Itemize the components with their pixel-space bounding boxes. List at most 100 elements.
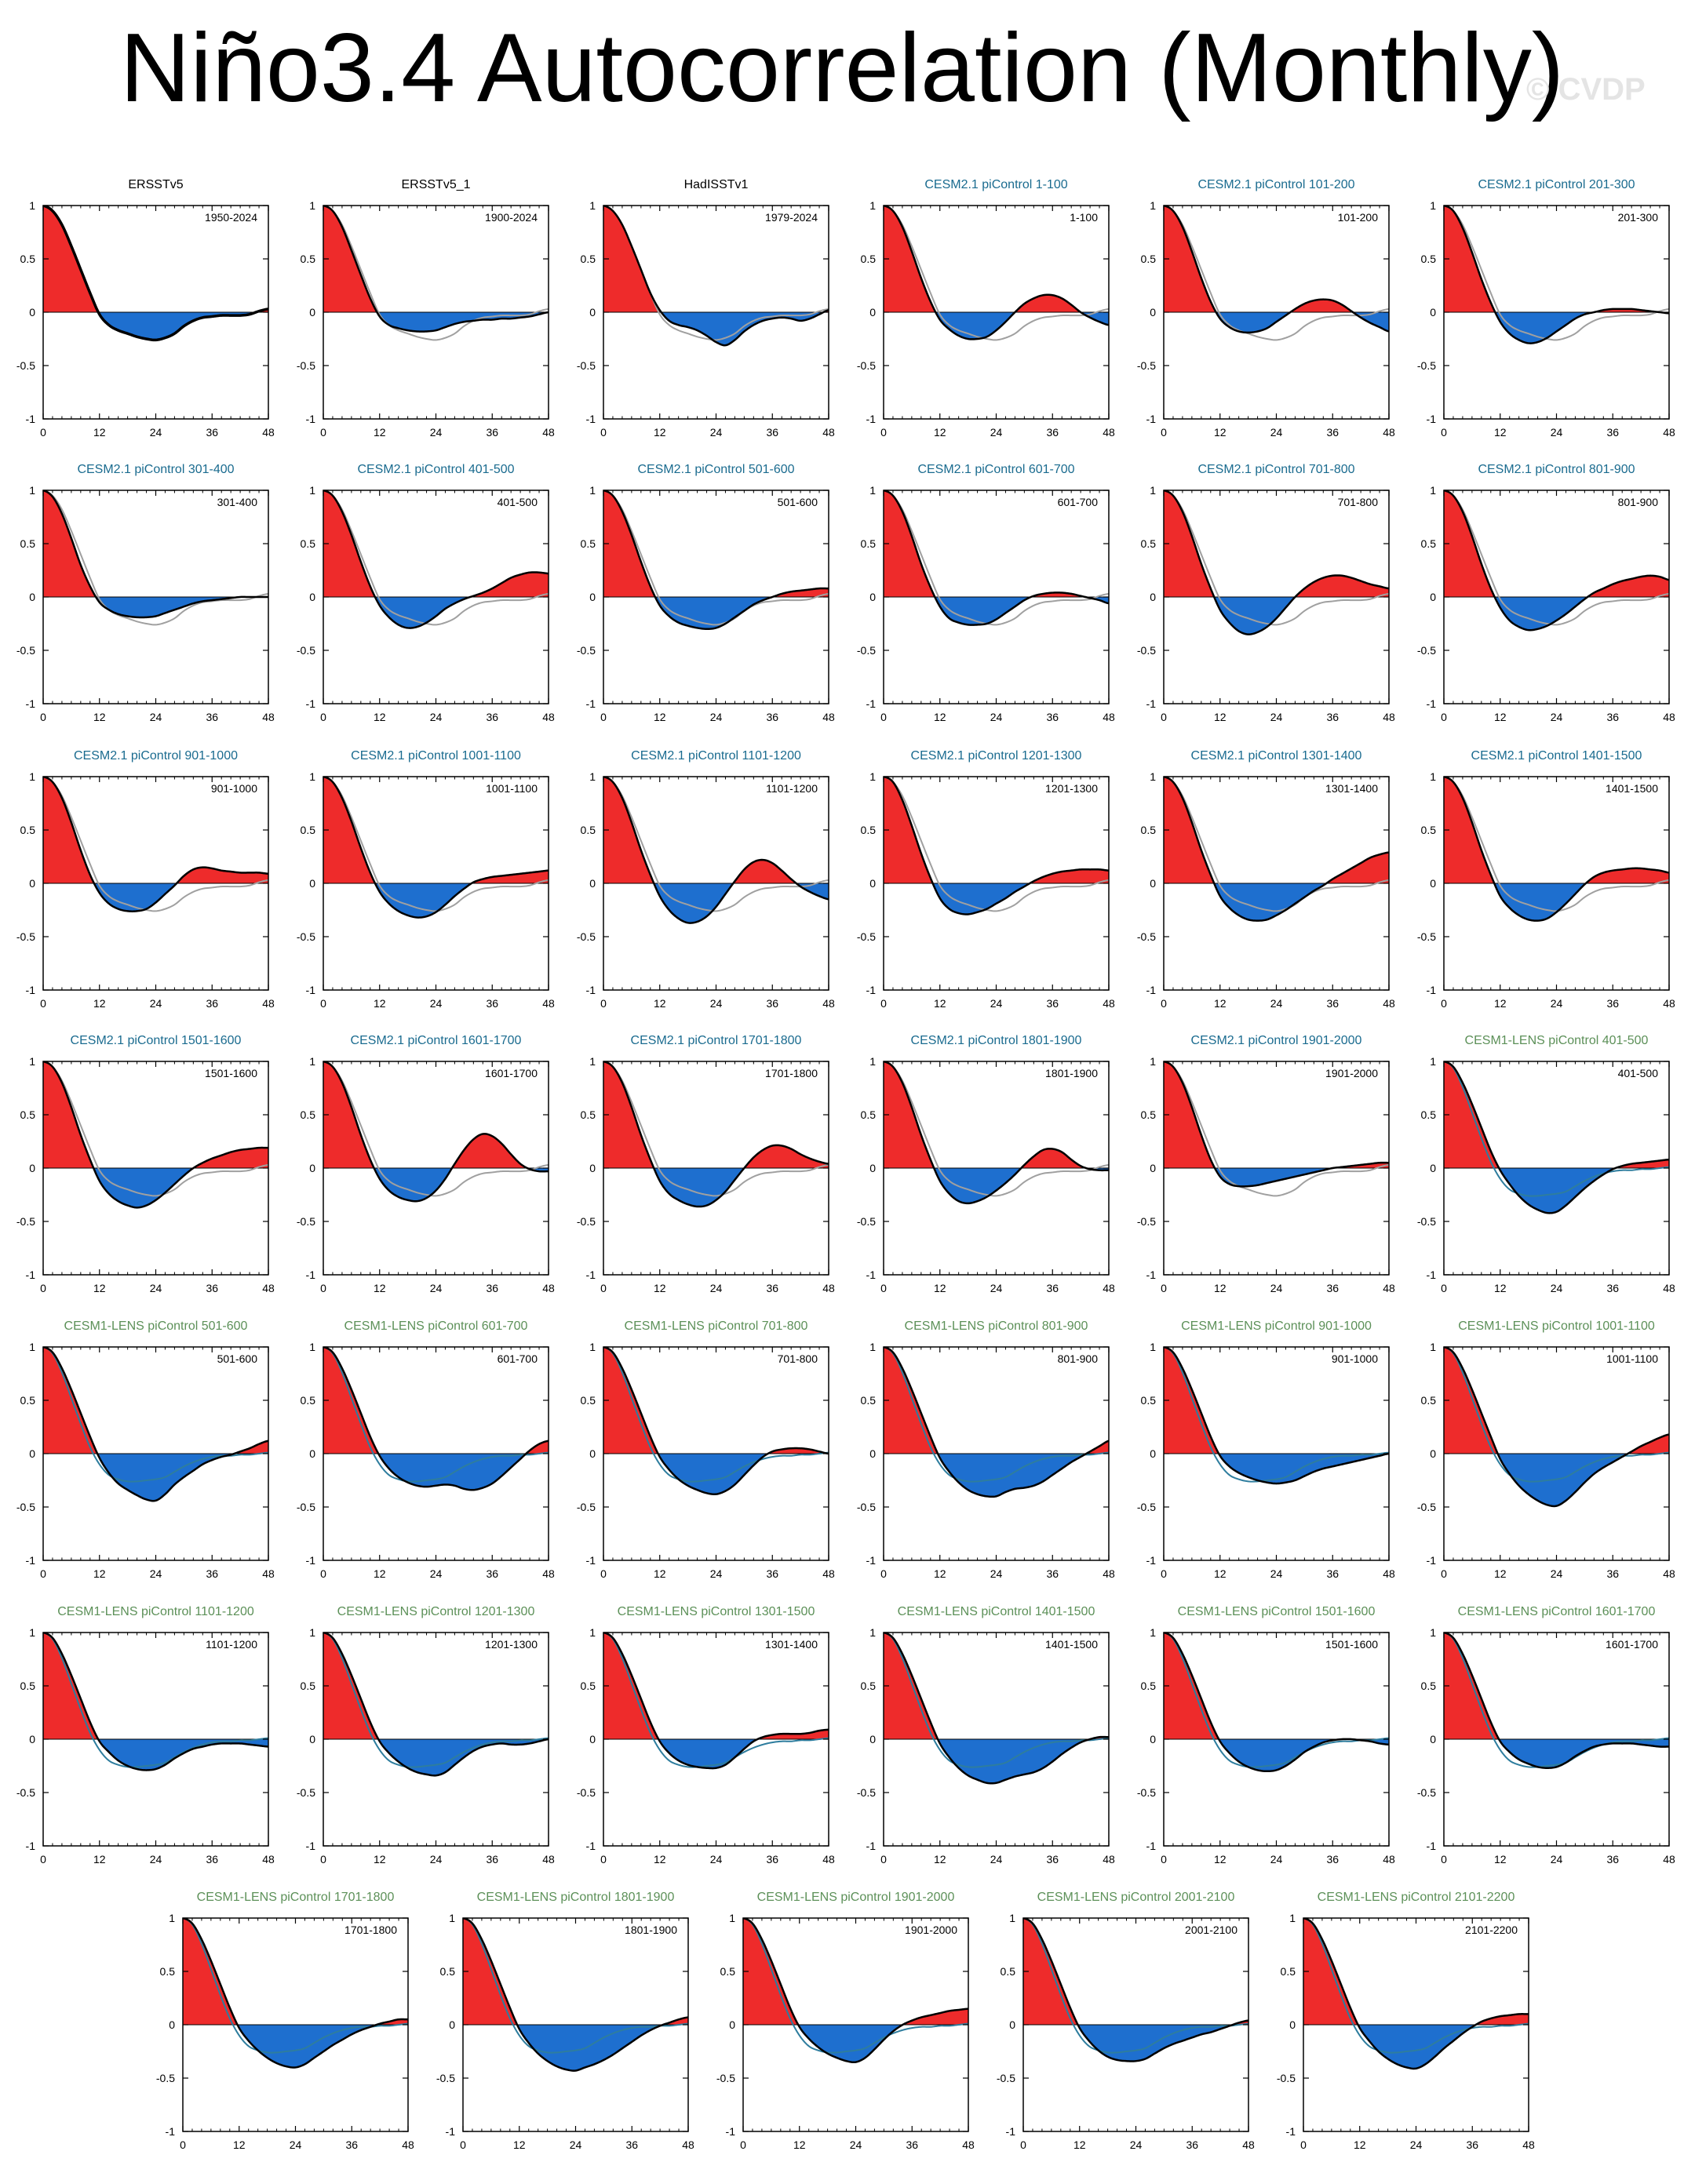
negative-fill — [43, 312, 268, 340]
x-tick-label: 36 — [345, 2138, 358, 2151]
y-tick-label: 0 — [589, 1447, 596, 1460]
reference-line — [884, 206, 1109, 341]
watermark: © CVDP — [1526, 72, 1646, 107]
x-tick-label: 12 — [1494, 1282, 1507, 1294]
x-tick-label: 12 — [934, 711, 946, 723]
reference-line — [323, 490, 549, 626]
x-tick-label: 24 — [150, 997, 162, 1010]
x-tick-label: 0 — [1441, 997, 1447, 1010]
period-label: 1900-2024 — [485, 211, 538, 224]
x-tick-label: 24 — [1130, 2138, 1143, 2151]
x-tick-label: 12 — [1214, 1282, 1227, 1294]
x-tick-label: 24 — [990, 1567, 1003, 1580]
y-tick-label: -0.5 — [436, 2072, 455, 2084]
x-tick-label: 48 — [1103, 426, 1115, 439]
y-tick-label: 1 — [1150, 770, 1156, 783]
autocorrelation-line — [43, 1061, 268, 1209]
y-tick-label: -1 — [866, 984, 877, 996]
y-tick-label: -0.5 — [1417, 930, 1436, 943]
x-tick-label: 24 — [150, 1282, 162, 1294]
x-tick-label: 48 — [542, 1282, 555, 1294]
y-tick-label: 1 — [869, 484, 876, 497]
x-tick-label: 12 — [654, 711, 666, 723]
autocorrelation-line — [323, 490, 549, 629]
x-tick-label: 0 — [1161, 997, 1167, 1010]
x-tick-label: 12 — [934, 997, 946, 1010]
y-tick-label: -0.5 — [577, 359, 596, 372]
y-tick-label: 1 — [29, 484, 35, 497]
positive-fill — [1164, 777, 1389, 883]
panel-title: CESM2.1 piControl 1101-1200 — [631, 749, 801, 763]
x-tick-label: 0 — [320, 997, 326, 1010]
positive-fill — [323, 1633, 549, 1739]
x-tick-label: 0 — [740, 2138, 746, 2151]
y-tick-label: 0 — [869, 306, 876, 318]
panel: CESM1-LENS piControl 1301-1500 0 12 24 36 48 1… — [577, 1605, 835, 1866]
positive-fill — [43, 1061, 268, 1168]
x-tick-label: 0 — [880, 997, 887, 1010]
panel-title: ERSSTv5_1 — [401, 178, 470, 191]
negative-fill — [603, 1168, 829, 1207]
reference-line — [323, 1633, 549, 1768]
y-tick-label: 1 — [29, 1626, 35, 1639]
y-tick-label: -0.5 — [1277, 2072, 1296, 2084]
x-tick-label: 24 — [1270, 1853, 1283, 1866]
panel-title: CESM2.1 piControl 1701-1800 — [631, 1034, 802, 1047]
x-tick-label: 12 — [93, 997, 106, 1010]
x-tick-label: 0 — [1161, 1567, 1167, 1580]
y-tick-label: -1 — [866, 697, 877, 710]
autocorrelation-line — [884, 777, 1109, 915]
x-tick-label: 24 — [1270, 426, 1283, 439]
negative-fill — [1164, 1739, 1389, 1771]
y-tick-label: 0.5 — [1141, 1108, 1157, 1121]
reference-line — [1164, 490, 1389, 626]
panel-title: CESM1-LENS piControl 1301-1500 — [618, 1605, 815, 1618]
x-tick-label: 12 — [374, 1567, 386, 1580]
panel: CESM1-LENS piControl 1401-1500 0 12 24 36 48 1… — [857, 1605, 1115, 1866]
negative-fill — [463, 2025, 688, 2071]
negative-fill — [603, 1739, 829, 1769]
y-tick-label: 1 — [1009, 1912, 1015, 1924]
x-tick-label: 48 — [822, 997, 835, 1010]
autocorrelation-line — [603, 1061, 829, 1208]
y-tick-label: -1 — [726, 2125, 736, 2138]
y-tick-label: 0.5 — [581, 537, 596, 550]
x-tick-label: 0 — [1441, 1853, 1447, 1866]
period-label: 1-100 — [1070, 211, 1098, 224]
positive-fill — [1164, 1061, 1389, 1168]
y-tick-label: 0 — [869, 591, 876, 603]
period-label: 1701-1800 — [765, 1067, 818, 1079]
x-tick-label: 0 — [880, 1282, 887, 1294]
y-tick-label: 0 — [1150, 877, 1156, 890]
x-tick-label: 36 — [486, 426, 498, 439]
reference-line — [43, 490, 268, 626]
y-tick-label: -0.5 — [16, 1786, 35, 1799]
y-tick-label: 0 — [309, 1447, 315, 1460]
x-tick-label: 12 — [654, 1853, 666, 1866]
y-tick-label: 0.5 — [581, 1394, 596, 1407]
autocorrelation-line — [1164, 1347, 1389, 1485]
y-tick-label: 0 — [589, 1733, 596, 1745]
y-tick-label: 1 — [449, 1912, 455, 1924]
panel: HadISSTv1 0 12 24 36 48 1 0.5 0 -0.5 -1 1979-2024 — [577, 178, 835, 439]
x-tick-label: 48 — [542, 1567, 555, 1580]
x-tick-label: 24 — [150, 1853, 162, 1866]
y-tick-label: -1 — [306, 984, 316, 996]
y-tick-label: 1 — [729, 1912, 735, 1924]
y-tick-label: 1 — [29, 770, 35, 783]
y-tick-label: 0.5 — [301, 537, 316, 550]
panel-title: CESM1-LENS piControl 1401-1500 — [898, 1605, 1095, 1618]
x-tick-label: 48 — [262, 426, 275, 439]
y-tick-label: 0 — [1009, 2018, 1015, 2031]
period-label: 901-1000 — [1332, 1352, 1378, 1365]
autocorrelation-line — [323, 1633, 549, 1777]
y-tick-label: -1 — [586, 697, 596, 710]
y-tick-label: 0 — [589, 306, 596, 318]
reference-line — [603, 1061, 829, 1197]
panel: CESM1-LENS piControl 801-900 0 12 24 36 48 1 0.… — [857, 1320, 1115, 1580]
x-tick-label: 0 — [320, 1282, 326, 1294]
autocorrelation-line — [884, 490, 1109, 626]
y-tick-label: 1 — [309, 1341, 315, 1353]
x-tick-label: 12 — [374, 997, 386, 1010]
